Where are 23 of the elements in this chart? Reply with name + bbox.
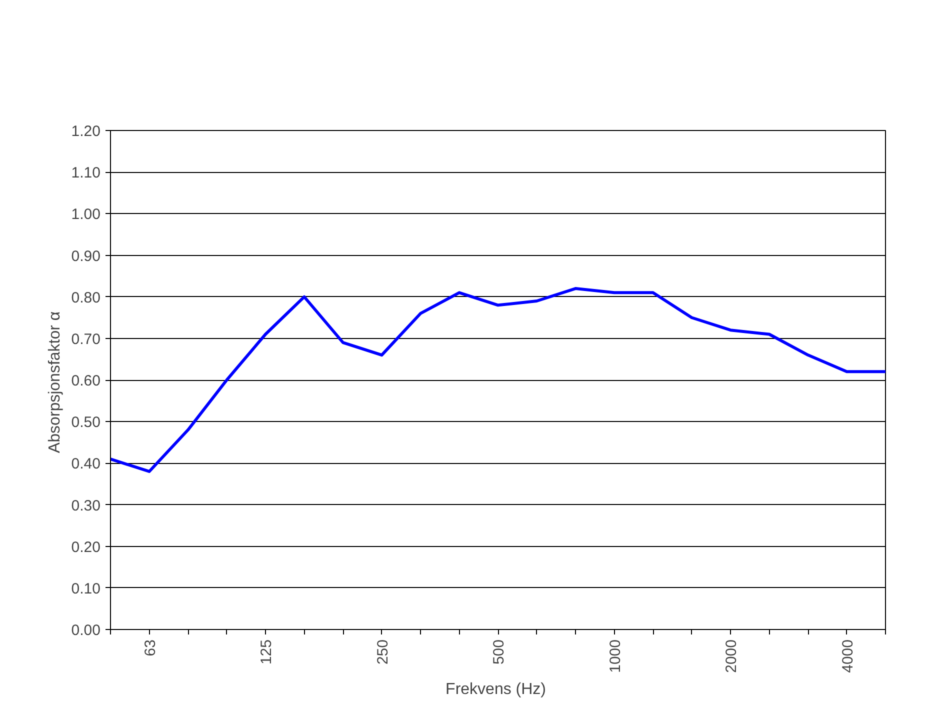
y-tick-label: 0.00: [71, 622, 101, 639]
y-tick-label: 0.70: [71, 330, 101, 348]
y-tick-label: 1.20: [71, 123, 101, 140]
x-tick-label: 4000: [839, 639, 856, 673]
x-tick-label: 1000: [606, 639, 624, 673]
y-tick-label: 0.90: [71, 248, 101, 265]
y-tick-label: 1.10: [71, 164, 101, 182]
y-tick-label: 0.80: [71, 289, 101, 306]
y-tick-label: 0.30: [71, 497, 101, 514]
x-tick-label: 63: [142, 639, 159, 656]
y-tick-label: 0.20: [71, 538, 101, 556]
y-tick-label: 0.40: [71, 456, 101, 473]
y-tick-label: 0.50: [71, 414, 101, 432]
y-tick-label: 0.60: [71, 372, 101, 390]
x-tick-label: 2000: [723, 639, 740, 673]
line-series: [110, 287, 886, 473]
x-tick-label: 500: [490, 639, 508, 665]
x-tick-label: 250: [374, 639, 392, 665]
x-axis-title: Frekvens (Hz): [446, 680, 546, 698]
x-tick-label: 125: [258, 639, 275, 665]
y-tick-label: 0.10: [71, 580, 101, 598]
y-axis-title: Absorpsjonsfaktor α: [46, 311, 64, 454]
y-tick-label: 1.00: [71, 206, 101, 224]
